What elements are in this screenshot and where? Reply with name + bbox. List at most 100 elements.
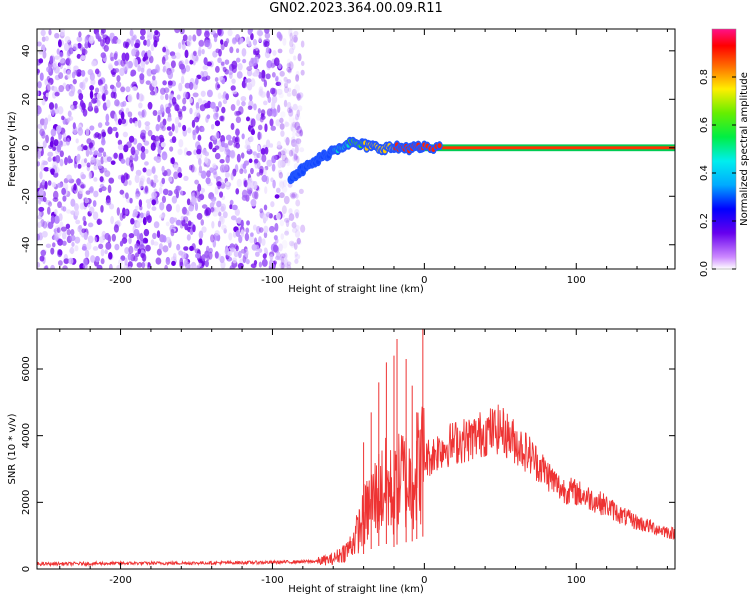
noise-speckle <box>214 145 220 150</box>
noise-speckle <box>197 97 203 105</box>
noise-speckle <box>284 228 290 235</box>
noise-speckle <box>103 44 109 52</box>
noise-speckle <box>277 169 283 175</box>
noise-speckle <box>294 229 301 238</box>
noise-speckle <box>204 102 210 109</box>
noise-speckle <box>283 263 289 269</box>
noise-speckle <box>198 170 202 176</box>
noise-speckle <box>117 144 124 151</box>
noise-speckle <box>210 207 215 213</box>
noise-speckle <box>144 148 149 154</box>
noise-speckle <box>227 29 233 37</box>
noise-speckle <box>195 253 201 259</box>
noise-speckle <box>88 171 92 180</box>
noise-speckle <box>111 38 115 44</box>
noise-speckle <box>240 152 245 159</box>
colorbar-tick-label: 0.6 <box>699 117 710 133</box>
noise-speckle <box>200 70 204 78</box>
snr-y-axis-label: SNR (10 * v/v) <box>7 413 18 484</box>
noise-speckle <box>294 145 299 154</box>
noise-speckle <box>152 75 156 81</box>
track-core <box>437 143 442 149</box>
noise-speckle <box>197 183 202 192</box>
noise-speckle <box>70 198 76 207</box>
noise-speckle <box>222 99 228 105</box>
noise-speckle <box>144 186 148 194</box>
noise-speckle <box>201 48 205 55</box>
noise-speckle <box>144 238 149 244</box>
noise-speckle <box>195 101 200 110</box>
noise-speckle <box>84 198 89 204</box>
noise-speckle <box>217 220 222 228</box>
noise-speckle <box>282 179 288 187</box>
noise-speckle <box>181 206 188 215</box>
noise-speckle <box>100 204 104 213</box>
noise-speckle <box>183 246 189 251</box>
noise-speckle <box>273 57 280 67</box>
noise-speckle <box>43 166 50 172</box>
noise-speckle <box>256 172 261 177</box>
noise-speckle <box>183 175 189 182</box>
noise-speckle <box>88 101 93 110</box>
noise-speckle <box>239 168 244 175</box>
noise-speckle <box>196 29 202 37</box>
noise-speckle <box>140 151 146 160</box>
noise-speckle <box>135 169 142 177</box>
noise-speckle <box>295 130 301 138</box>
noise-speckle <box>179 189 184 196</box>
noise-speckle <box>200 187 206 193</box>
noise-speckle <box>99 84 104 93</box>
noise-speckle <box>50 215 55 224</box>
noise-speckle <box>86 242 92 251</box>
spectrogram-y-tick-label: -20 <box>21 188 32 204</box>
noise-speckle <box>206 61 212 67</box>
noise-speckle <box>126 141 132 148</box>
noise-speckle <box>220 203 226 212</box>
noise-speckle <box>124 209 129 215</box>
noise-speckle <box>158 134 164 140</box>
noise-speckle <box>62 240 67 246</box>
noise-speckle <box>260 109 266 116</box>
noise-speckle <box>212 135 217 141</box>
noise-speckle <box>82 108 88 117</box>
noise-speckle <box>122 65 127 72</box>
noise-speckle <box>37 123 43 130</box>
noise-speckle <box>217 92 222 100</box>
noise-speckle <box>100 258 105 265</box>
noise-speckle <box>241 189 248 198</box>
noise-speckle <box>72 43 79 51</box>
noise-speckle <box>125 41 130 48</box>
noise-speckle <box>283 252 288 260</box>
noise-speckle <box>99 176 104 183</box>
noise-speckle <box>105 113 110 123</box>
noise-speckle <box>200 170 207 179</box>
noise-speckle <box>162 67 166 73</box>
noise-speckle <box>272 244 279 253</box>
noise-speckle <box>142 56 147 62</box>
noise-speckle <box>74 236 81 244</box>
noise-speckle <box>216 200 222 208</box>
noise-speckle <box>127 94 133 103</box>
noise-speckle <box>188 34 192 42</box>
noise-speckle <box>62 265 68 269</box>
spectrogram-x-tick-label: 100 <box>567 275 586 286</box>
noise-speckle <box>220 61 225 66</box>
noise-speckle <box>233 142 237 148</box>
noise-speckle <box>175 190 179 199</box>
noise-speckle <box>77 127 84 136</box>
noise-speckle <box>91 98 97 104</box>
noise-speckle <box>98 236 105 243</box>
noise-speckle <box>270 87 276 95</box>
noise-speckle <box>50 108 56 115</box>
noise-speckle <box>101 94 105 101</box>
noise-speckle <box>44 78 50 84</box>
noise-speckle <box>135 193 140 199</box>
noise-speckle <box>38 58 44 64</box>
noise-speckle <box>157 114 161 123</box>
snr-line <box>37 404 675 568</box>
noise-speckle <box>295 224 300 231</box>
noise-speckle <box>229 265 235 269</box>
snr-y-tick-label: 4000 <box>21 423 32 448</box>
noise-speckle <box>122 131 128 138</box>
noise-speckle <box>132 86 138 92</box>
